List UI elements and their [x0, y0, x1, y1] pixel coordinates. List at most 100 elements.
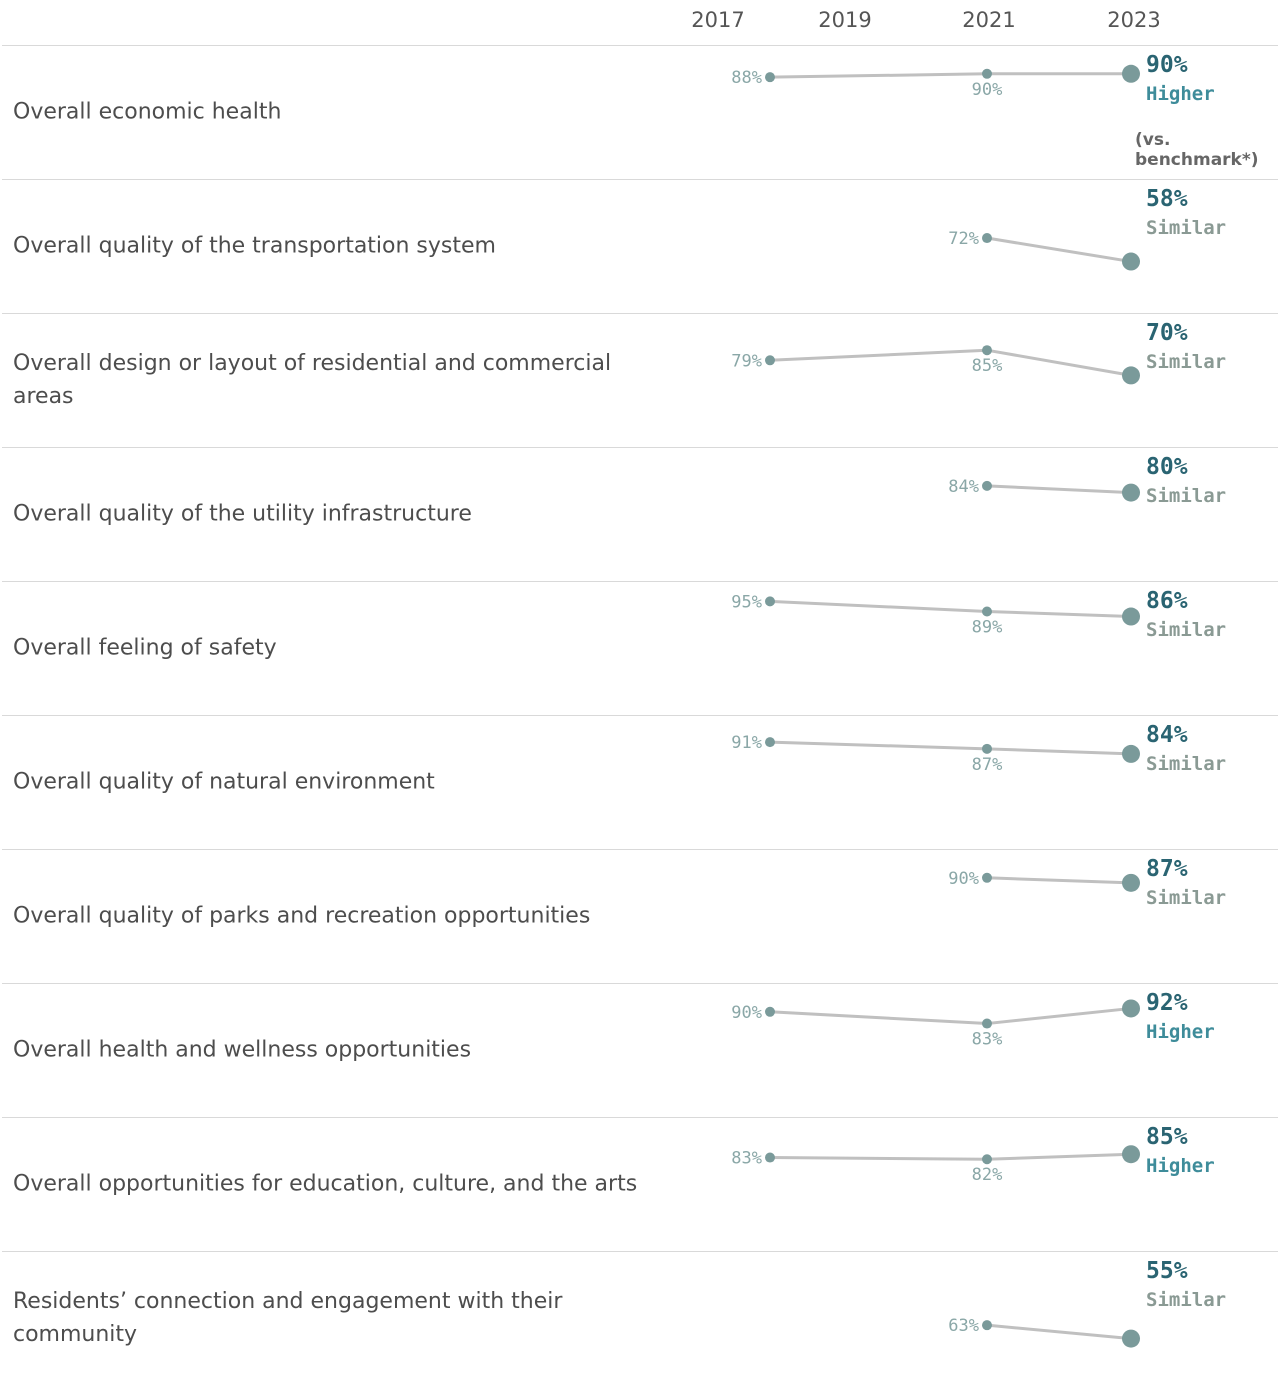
data-point-2023	[1122, 64, 1140, 83]
series-line-segment	[769, 1156, 988, 1161]
row-label: Overall economic health	[13, 99, 282, 125]
table-row: Overall economic health	[0, 45, 1288, 179]
series-line-segment	[986, 876, 1132, 885]
series-line-segment	[986, 348, 1132, 377]
value-label-2021: 82%	[972, 1165, 1003, 1185]
value-label-2023: 86%	[1146, 588, 1188, 614]
data-point-2021	[982, 68, 992, 79]
comparison-label: Higher	[1146, 83, 1215, 105]
data-point-2021	[982, 606, 992, 617]
row-divider	[2, 313, 1278, 314]
table-row: Overall design or layout of residential …	[0, 313, 1288, 447]
value-label-2021: 89%	[972, 617, 1003, 637]
data-point-2021	[982, 872, 992, 883]
value-label-2023: 80%	[1146, 454, 1188, 480]
table-row: Overall opportunities for education, cul…	[0, 1117, 1288, 1251]
data-point-2017	[765, 355, 775, 366]
value-label-2023: 84%	[1146, 722, 1188, 748]
row-label: Overall design or layout of residential …	[13, 351, 612, 409]
row-divider	[2, 983, 1278, 984]
data-point-2017	[765, 1152, 775, 1163]
value-label-2017: 79%	[731, 351, 762, 371]
comparison-label: Similar	[1146, 217, 1226, 239]
value-label-2021: 63%	[948, 1316, 979, 1336]
year-label-2023: 2023	[1107, 8, 1161, 32]
row-divider	[2, 581, 1278, 582]
value-label-2017: 88%	[731, 68, 762, 88]
row-label: Overall quality of the transportation sy…	[13, 233, 496, 259]
comparison-label: Similar	[1146, 351, 1226, 373]
data-point-2023	[1122, 252, 1140, 271]
value-label-2021: 83%	[972, 1030, 1003, 1050]
data-point-2021	[982, 743, 992, 754]
comparison-label: Similar	[1146, 485, 1226, 507]
year-label-2019: 2019	[818, 8, 872, 32]
row-divider	[2, 849, 1278, 850]
data-point-2023	[1122, 1145, 1140, 1164]
data-point-2017	[765, 737, 775, 748]
benchmark-note: (vs. benchmark*)	[1135, 130, 1259, 170]
row-divider	[2, 447, 1278, 448]
data-point-2021	[982, 345, 992, 356]
row-label: Overall feeling of safety	[13, 635, 277, 661]
value-label-2021: 87%	[972, 755, 1003, 775]
row-divider	[2, 715, 1278, 716]
table-row: Overall feeling of safety	[0, 581, 1288, 715]
table-row: Residents’ connection and engagement wit…	[0, 1251, 1288, 1385]
value-label-2021: 84%	[948, 477, 979, 497]
value-label-2023: 58%	[1146, 186, 1188, 212]
row-divider	[2, 179, 1278, 180]
value-label-2017: 95%	[731, 592, 762, 612]
row-label: Overall quality of natural environment	[13, 769, 435, 795]
year-label-2017: 2017	[691, 8, 745, 32]
series-line-segment	[769, 348, 988, 362]
row-divider	[2, 1251, 1278, 1252]
series-line-segment	[986, 1006, 1132, 1026]
value-label-2017: 90%	[731, 1003, 762, 1023]
comparison-label: Similar	[1146, 887, 1226, 909]
comparison-label: Similar	[1146, 1289, 1226, 1311]
row-divider	[2, 45, 1278, 46]
row-label: Overall opportunities for education, cul…	[13, 1171, 638, 1197]
value-label-2021: 72%	[948, 229, 979, 249]
data-point-2023	[1122, 873, 1140, 892]
row-label: Residents’ connection and engagement wit…	[13, 1289, 563, 1347]
series-line-segment	[769, 740, 988, 751]
row-label: Overall quality of the utility infrastru…	[13, 501, 472, 527]
value-label-2023: 55%	[1146, 1258, 1188, 1284]
row-label: Overall quality of parks and recreation …	[13, 903, 591, 929]
table-row: Overall health and wellness opportunitie…	[0, 983, 1288, 1117]
comparison-label: Similar	[1146, 619, 1226, 641]
series-line-segment	[986, 484, 1132, 495]
table-row: Overall quality of the transportation sy…	[0, 179, 1288, 313]
series-line-segment	[986, 747, 1132, 756]
data-point-2017	[765, 596, 775, 607]
series-line-segment	[986, 1323, 1132, 1341]
comparison-label: Higher	[1146, 1155, 1215, 1177]
value-label-2023: 70%	[1146, 320, 1188, 346]
value-label-2021: 90%	[948, 869, 979, 889]
value-label-2023: 92%	[1146, 990, 1188, 1016]
series-line-segment	[769, 72, 988, 79]
series-line-segment	[986, 1152, 1132, 1161]
data-point-2023	[1122, 1329, 1140, 1348]
series-line-segment	[769, 1010, 988, 1026]
data-point-2023	[1122, 366, 1140, 385]
data-point-2023	[1122, 607, 1140, 626]
series-line-segment	[986, 236, 1132, 264]
comparison-label: Higher	[1146, 1021, 1215, 1043]
data-point-2017	[765, 72, 775, 83]
row-label: Overall health and wellness opportunitie…	[13, 1037, 472, 1063]
value-label-2023: 87%	[1146, 856, 1188, 882]
table-row: Overall quality of natural environment	[0, 715, 1288, 849]
row-divider	[2, 1117, 1278, 1118]
data-point-2021	[982, 480, 992, 491]
table-row: Overall quality of parks and recreation …	[0, 849, 1288, 983]
value-label-2023: 90%	[1146, 52, 1188, 78]
data-point-2021	[982, 1018, 992, 1029]
data-point-2023	[1122, 744, 1140, 763]
value-label-2017: 83%	[731, 1149, 762, 1169]
value-label-2017: 91%	[731, 733, 762, 753]
year-label-2021: 2021	[962, 8, 1016, 32]
